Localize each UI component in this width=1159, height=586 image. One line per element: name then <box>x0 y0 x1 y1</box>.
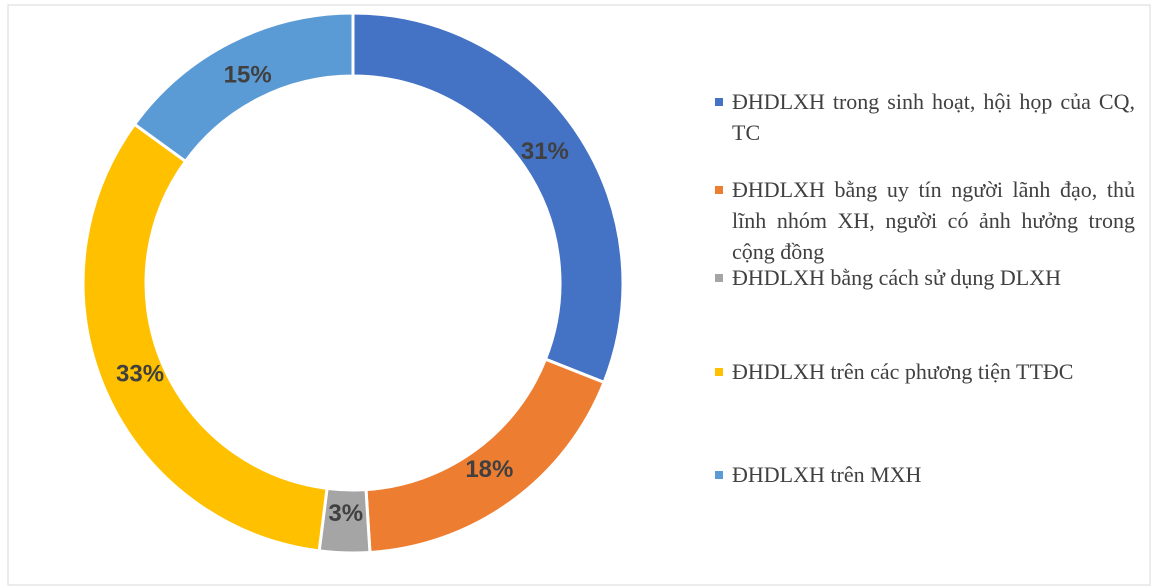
data-label: 15% <box>224 62 272 89</box>
data-label: 33% <box>116 360 164 387</box>
legend-swatch <box>715 186 723 194</box>
legend-label: ĐHDLXH bằng cách sử dụng DLXH <box>732 265 1062 290</box>
legend-item: ĐHDLXH trên MXH <box>715 459 1135 490</box>
legend-label: ĐHDLXH trên MXH <box>732 462 922 487</box>
legend-item: ĐHDLXH bằng uy tín người lãnh đạo, thủ l… <box>715 174 1135 267</box>
legend-label: ĐHDLXH trên các phương tiện TTĐC <box>732 359 1074 384</box>
chart-border <box>7 4 1151 586</box>
data-label: 3% <box>328 500 363 527</box>
legend-item: ĐHDLXH trong sinh hoạt, hội họp của CQ, … <box>715 86 1135 148</box>
legend-swatch <box>715 368 723 376</box>
donut-segment <box>81 122 329 553</box>
data-label: 18% <box>465 456 513 483</box>
legend-label: ĐHDLXH trong sinh hoạt, hội họp của CQ, … <box>732 89 1135 145</box>
legend-swatch <box>715 274 723 282</box>
donut-segment <box>132 11 355 164</box>
donut-segment <box>351 11 625 385</box>
legend-item: ĐHDLXH bằng cách sử dụng DLXH <box>715 262 1135 293</box>
legend-swatch <box>715 471 723 479</box>
legend-label: ĐHDLXH bằng uy tín người lãnh đạo, thủ l… <box>732 177 1135 264</box>
legend-item: ĐHDLXH trên các phương tiện TTĐC <box>715 356 1135 387</box>
legend-swatch <box>715 98 723 106</box>
data-label: 31% <box>521 138 569 165</box>
